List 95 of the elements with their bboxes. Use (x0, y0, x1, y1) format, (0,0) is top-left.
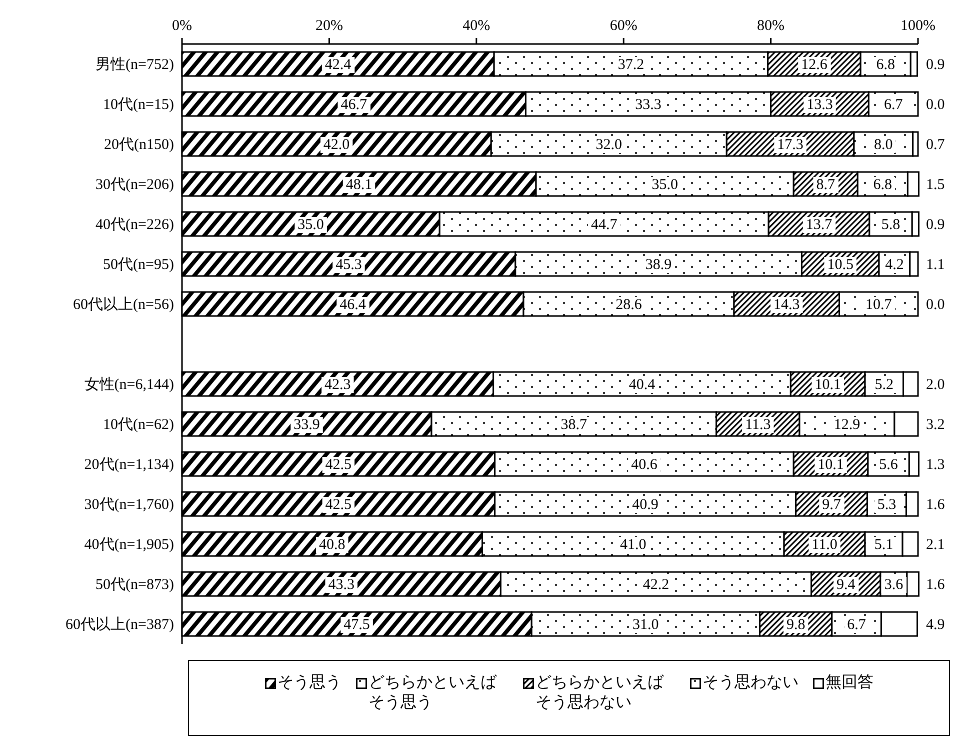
data-label: 41.0 (620, 537, 646, 553)
data-label: 0.9 (926, 217, 945, 233)
data-label: 43.3 (328, 577, 354, 593)
y-tick-label: 60代以上(n=387) (66, 616, 174, 633)
data-label: 38.7 (560, 417, 588, 433)
legend-label: どちらかといえばそう思う (368, 673, 498, 713)
data-label: 42.4 (324, 57, 352, 73)
data-label: 5.2 (874, 377, 894, 393)
data-label: 40.6 (631, 457, 658, 473)
data-label: 6.8 (876, 57, 895, 73)
data-label: 14.3 (774, 297, 800, 313)
data-label: 46.4 (340, 297, 366, 313)
data-label: 1.1 (926, 257, 945, 273)
x-tick-label: 100% (900, 18, 936, 34)
data-label: 38.9 (645, 257, 672, 273)
x-tick-label: 60% (610, 18, 638, 34)
legend-label: どちらかといえばそう思わない (536, 673, 665, 713)
x-tick-label: 80% (757, 18, 785, 34)
data-label: 12.6 (801, 57, 828, 73)
y-tick-label: 50代(n=95) (103, 257, 174, 273)
legend-label: そう思わない (702, 673, 798, 693)
data-label: 10.1 (814, 377, 841, 393)
data-label: 5.1 (874, 537, 894, 553)
data-label: 2.0 (926, 377, 945, 393)
y-tick-label: 40代(n=1,905) (84, 537, 174, 553)
x-tick-label: 40% (462, 18, 490, 34)
y-tick-label: 30代(n=1,760) (84, 497, 174, 513)
y-tick-label: 20代(n=1,134) (84, 457, 174, 473)
data-label: 17.3 (777, 137, 804, 153)
data-label: 11.0 (812, 537, 838, 553)
data-label: 42.2 (642, 577, 670, 593)
data-label: 3.6 (884, 577, 904, 593)
data-label: 10.5 (827, 257, 854, 273)
data-label: 9.8 (786, 617, 806, 633)
x-tick-label: 20% (315, 18, 343, 34)
data-label: 42.5 (325, 497, 352, 513)
data-label: 1.5 (926, 177, 945, 193)
data-label: 11.3 (745, 417, 771, 433)
data-label: 1.6 (926, 497, 946, 513)
data-label: 40.8 (319, 537, 346, 553)
data-label: 46.7 (340, 97, 368, 113)
data-label: 8.7 (816, 177, 836, 193)
data-label: 35.0 (652, 177, 678, 193)
data-label: 9.7 (822, 497, 842, 513)
data-label: 3.2 (926, 417, 945, 433)
data-label: 13.7 (806, 217, 833, 233)
data-label: 8.0 (874, 137, 893, 153)
y-tick-label: 40代(n=226) (96, 217, 174, 233)
data-label: 33.9 (294, 417, 320, 433)
data-label: 13.3 (806, 97, 833, 113)
data-label: 42.5 (325, 457, 352, 473)
y-tick-label: 60代以上(n=56) (73, 296, 174, 313)
data-label: 5.8 (881, 217, 900, 233)
y-tick-label: 30代(n=206) (96, 177, 174, 193)
y-tick-label: 10代(n=15) (103, 97, 174, 113)
data-label: 44.7 (590, 217, 618, 233)
y-tick-label: 女性(n=6,144) (84, 376, 174, 393)
data-label: 28.6 (616, 297, 642, 313)
y-tick-label: 20代(n150) (104, 137, 174, 153)
data-label: 6.7 (884, 97, 904, 113)
data-label: 2.1 (926, 537, 945, 553)
data-label: 47.5 (344, 617, 370, 633)
data-label: 0.7 (926, 137, 946, 153)
data-label: 4.2 (885, 257, 904, 273)
data-label: 42.3 (324, 377, 351, 393)
data-label: 1.6 (926, 577, 946, 593)
data-label: 0.0 (926, 297, 945, 313)
y-tick-label: 50代(n=873) (96, 577, 174, 593)
data-label: 32.0 (596, 137, 622, 153)
data-label: 42.0 (323, 137, 350, 153)
y-tick-label: 10代(n=62) (103, 417, 174, 433)
data-label: 5.3 (877, 497, 896, 513)
data-label: 0.0 (926, 97, 945, 113)
legend-label: 無回答 (826, 673, 874, 693)
data-label: 9.4 (836, 577, 856, 593)
data-label: 12.9 (834, 417, 860, 433)
data-label: 31.0 (632, 617, 659, 633)
data-label: 0.9 (926, 57, 945, 73)
data-label: 5.6 (879, 457, 898, 473)
data-label: 40.9 (632, 497, 658, 513)
data-label: 33.3 (635, 97, 662, 113)
data-label: 35.0 (298, 217, 324, 233)
data-label: 40.4 (628, 377, 656, 393)
legend-label: そう思う (278, 673, 342, 693)
data-label: 6.7 (847, 617, 866, 633)
data-label: 1.3 (926, 457, 945, 473)
data-label: 37.2 (618, 57, 644, 73)
y-tick-label: 男性(n=752) (96, 56, 174, 73)
x-tick-label: 0% (172, 18, 192, 34)
data-label: 45.3 (336, 257, 362, 273)
data-label: 10.7 (866, 297, 892, 313)
data-label: 6.8 (873, 177, 892, 193)
data-label: 48.1 (346, 177, 372, 193)
data-label: 10.1 (818, 457, 844, 473)
data-label: 4.9 (926, 617, 945, 633)
